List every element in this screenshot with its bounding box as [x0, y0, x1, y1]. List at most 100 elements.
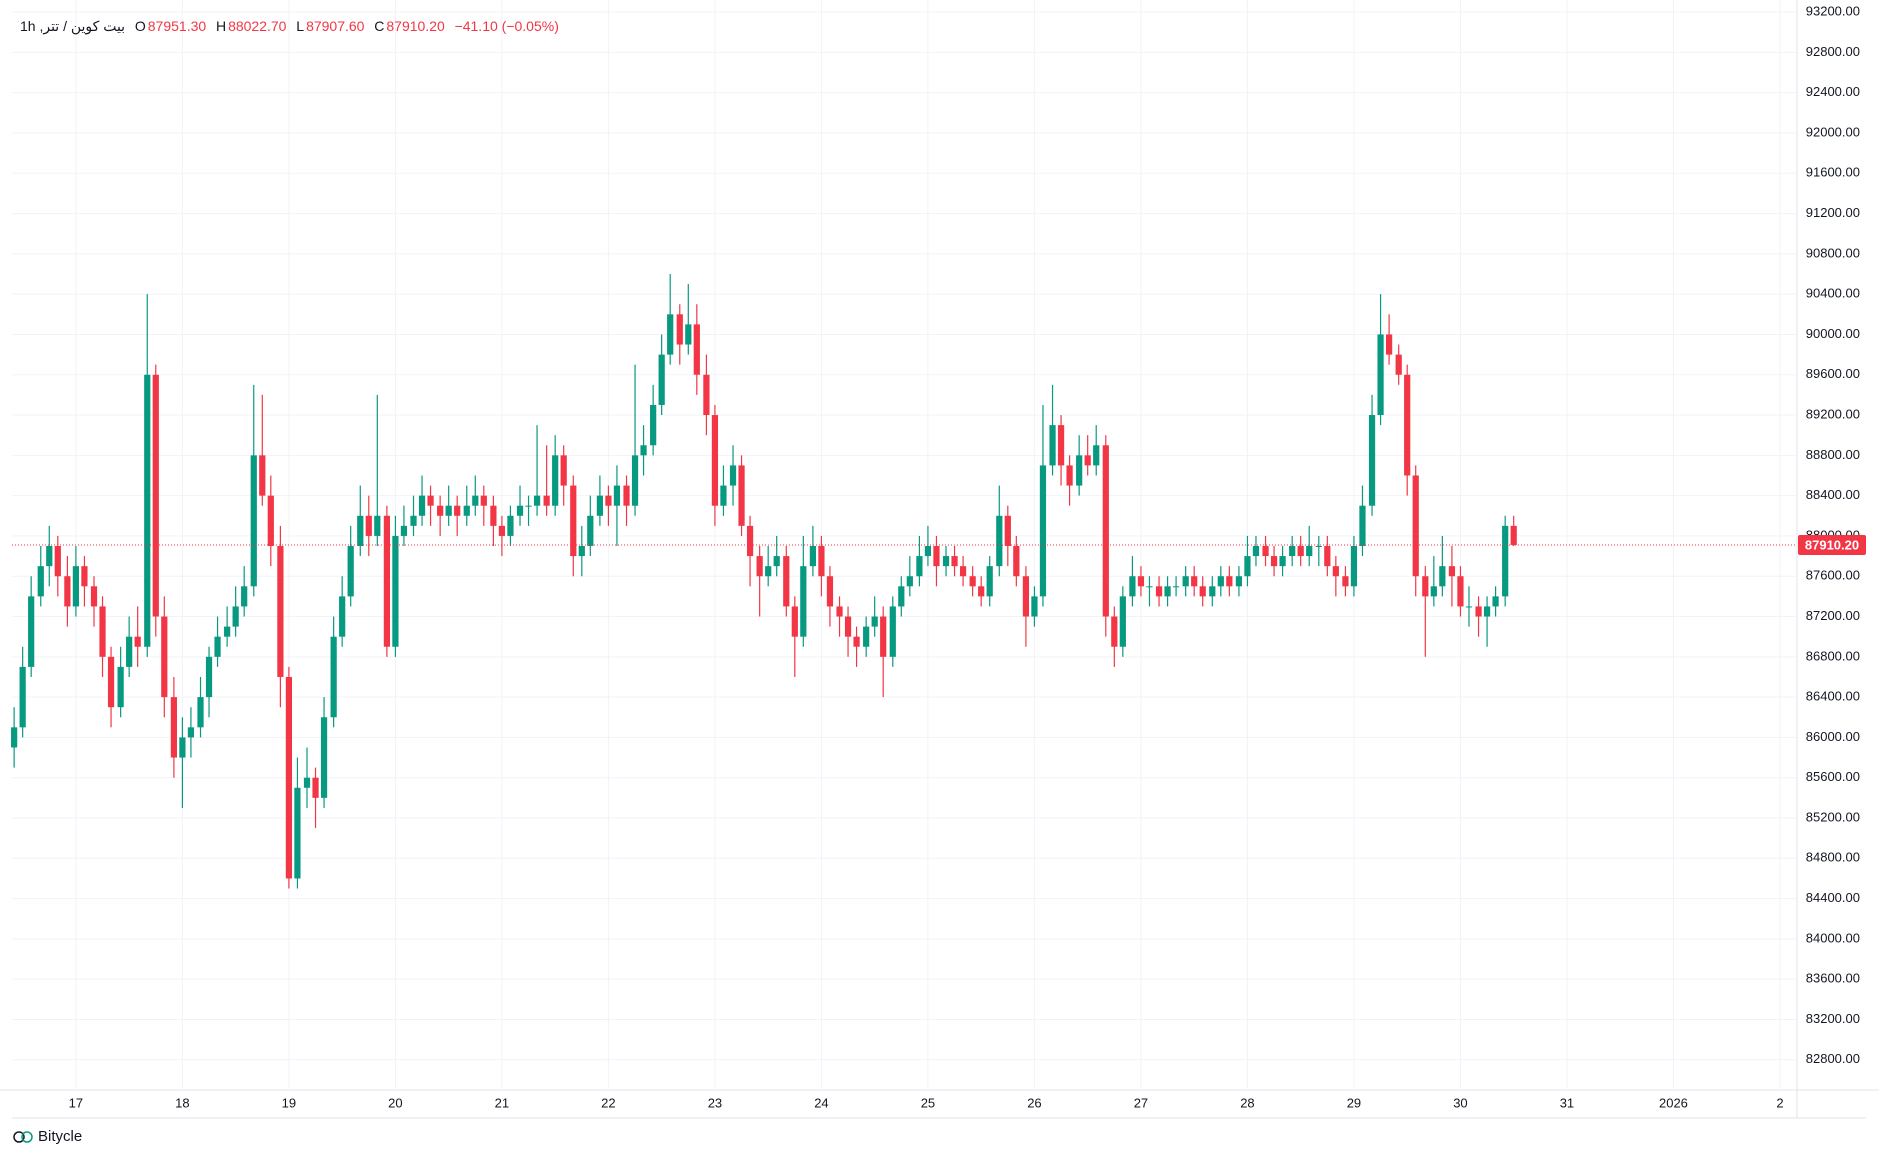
candle-body	[978, 586, 985, 597]
candle-body	[578, 546, 585, 557]
candle-body	[303, 777, 311, 788]
candle-body	[711, 415, 719, 506]
x-tick-label: 2026	[1659, 1095, 1688, 1110]
candle-body	[1172, 586, 1180, 588]
candle-body	[1412, 475, 1419, 577]
candle-body	[1430, 586, 1437, 597]
candle-body	[916, 556, 923, 577]
candle-body	[693, 324, 700, 375]
candle-body	[1155, 586, 1163, 597]
candle-body	[1492, 596, 1499, 607]
candle-body	[969, 576, 976, 587]
candle-body	[765, 566, 772, 577]
low-value: 87907.60	[306, 18, 365, 34]
candle-body	[277, 546, 284, 677]
x-tick-label: 31	[1560, 1095, 1574, 1110]
candle-body	[99, 606, 106, 657]
x-tick-label: 21	[495, 1095, 509, 1110]
candle-body	[357, 515, 364, 547]
candle-body	[658, 354, 665, 405]
candle-body	[187, 727, 195, 738]
x-tick-label: 29	[1347, 1095, 1361, 1110]
candle-body	[445, 505, 452, 516]
candle-body	[418, 495, 426, 516]
candle-body	[570, 485, 577, 557]
x-tick-label: 20	[388, 1095, 402, 1110]
candle-body	[844, 616, 852, 637]
candle-body	[605, 495, 612, 506]
candle-body	[339, 596, 346, 637]
candle-body	[986, 566, 993, 597]
candle-body	[1483, 606, 1491, 617]
candle-body	[374, 515, 381, 536]
candle-body	[783, 556, 790, 607]
candle-body	[1395, 354, 1402, 375]
candle-body	[498, 525, 506, 536]
candle-body	[1270, 556, 1278, 567]
y-tick-label: 90000.00	[1806, 326, 1860, 341]
candle-body	[951, 556, 958, 567]
candle-body	[1502, 525, 1509, 597]
candle-body	[871, 616, 878, 627]
candle-body	[942, 556, 950, 567]
candle-body	[1084, 455, 1091, 466]
candle-body	[170, 697, 177, 758]
candle-body	[1422, 576, 1429, 597]
candle-body	[1448, 566, 1456, 577]
candle-body	[205, 656, 213, 698]
candle-body	[365, 515, 372, 536]
x-tick-label: 18	[175, 1095, 189, 1110]
low-label: L	[296, 18, 305, 34]
candle-body	[144, 374, 151, 647]
candle-body	[746, 525, 754, 557]
symbol: بیت کوین / تتر, 1h	[20, 18, 126, 34]
x-tick-label: 17	[69, 1095, 83, 1110]
candle-body	[729, 465, 737, 486]
x-tick-label: 28	[1240, 1095, 1254, 1110]
candle-body	[54, 546, 61, 577]
y-tick-label: 85200.00	[1806, 809, 1860, 824]
candle-body	[383, 515, 390, 647]
close-value: 87910.20	[386, 18, 445, 34]
candle-body	[516, 505, 524, 516]
candle-body	[1342, 576, 1349, 587]
candle-body	[1076, 455, 1083, 486]
candle-body	[1297, 546, 1304, 557]
candle-body	[587, 515, 594, 547]
candle-body	[756, 556, 763, 577]
candle-body	[224, 626, 231, 637]
y-tick-label: 86400.00	[1806, 689, 1860, 704]
y-tick-label: 92400.00	[1806, 84, 1860, 99]
candle-body	[490, 505, 497, 526]
last-price-label: 87910.20	[1805, 537, 1859, 552]
candle-body	[28, 596, 35, 667]
y-tick-label: 83200.00	[1806, 1011, 1860, 1026]
candle-body	[1315, 546, 1322, 548]
candle-body	[1235, 576, 1243, 587]
watermark: Bitycle	[12, 1128, 82, 1145]
candle-body	[640, 445, 647, 456]
candle-body	[410, 515, 417, 526]
candle-body	[853, 636, 860, 647]
candle-body	[64, 576, 71, 607]
candle-body	[525, 505, 532, 507]
candle-body	[1182, 576, 1189, 587]
candle-body	[650, 404, 657, 446]
candle-body	[427, 495, 434, 506]
candle-body	[1377, 334, 1384, 416]
candle-body	[800, 566, 807, 637]
candle-body	[480, 495, 487, 506]
candle-body	[552, 455, 559, 506]
y-tick-label: 88800.00	[1806, 447, 1860, 462]
candle-body	[533, 495, 541, 506]
y-tick-label: 84000.00	[1806, 930, 1860, 945]
candle-body	[232, 606, 239, 627]
candle-body	[543, 495, 550, 506]
candle-body	[685, 324, 692, 345]
candle-body	[1244, 556, 1251, 577]
candle-body	[1049, 425, 1056, 466]
candle-body	[320, 717, 328, 798]
candle-body	[596, 495, 604, 516]
y-tick-label: 84400.00	[1806, 890, 1860, 905]
